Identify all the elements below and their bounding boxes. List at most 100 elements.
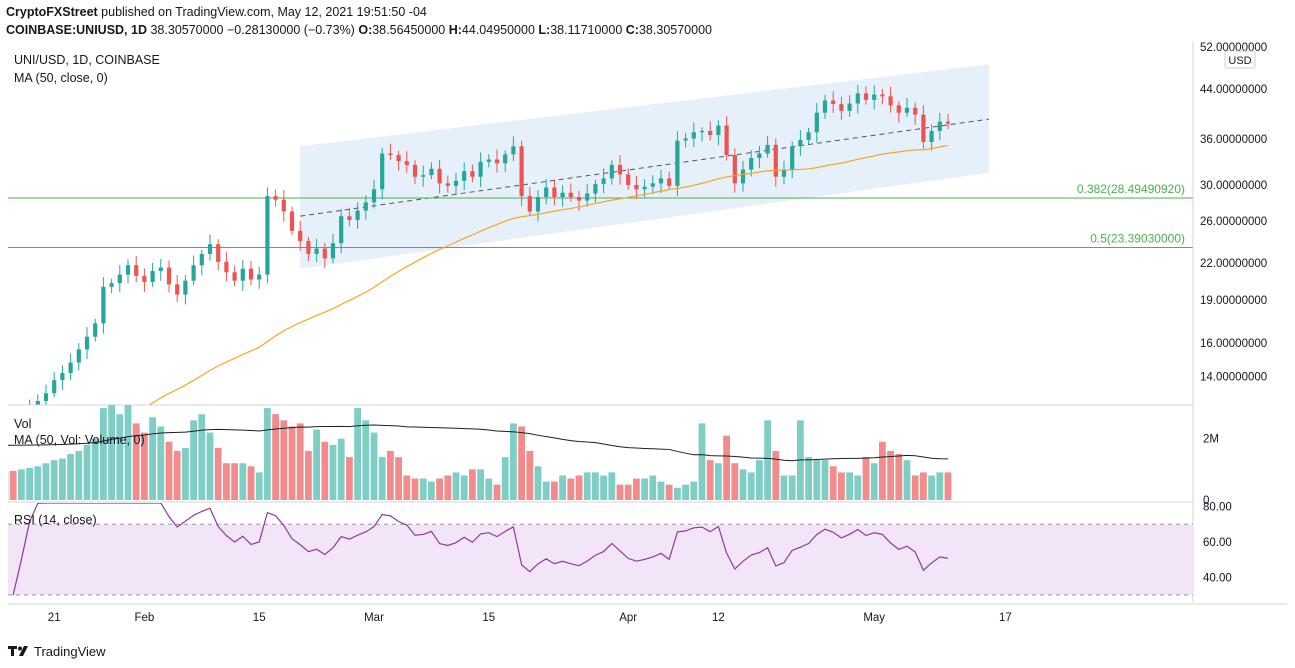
candle-body [634, 185, 639, 190]
candle-body [855, 93, 860, 104]
time-tick-label: 15 [253, 612, 266, 624]
candle-body [929, 130, 934, 142]
volume-bar [173, 450, 181, 500]
volume-bar [346, 457, 353, 500]
candle-body [289, 211, 295, 231]
volume-bar [223, 463, 230, 500]
candle-body [585, 193, 590, 201]
volume-bar [149, 417, 156, 500]
volume-bar [862, 457, 870, 500]
candle [921, 105, 926, 149]
candle [109, 278, 114, 294]
candle [412, 160, 418, 185]
candle [691, 122, 696, 147]
price-tick-label: 22.00000000 [1200, 258, 1267, 270]
candle [101, 277, 106, 334]
candle [84, 327, 90, 359]
volume-bar [928, 475, 935, 500]
candle-body [404, 161, 409, 165]
candle [429, 162, 434, 180]
candle [790, 141, 795, 179]
time-tick-label: 17 [999, 612, 1012, 624]
candle [265, 187, 270, 284]
candle [527, 186, 532, 216]
candle-body [831, 100, 836, 105]
volume-bar [362, 420, 370, 500]
candle [585, 183, 590, 207]
candle-body [183, 280, 188, 295]
volume-bar [493, 484, 501, 500]
candle [363, 195, 368, 220]
candle [814, 103, 819, 143]
candle [593, 179, 598, 203]
candle-body [429, 168, 434, 176]
volume-bar [526, 450, 534, 500]
candle-body [142, 275, 147, 282]
volume-tick-label: 0 [1203, 495, 1209, 507]
candle [494, 149, 500, 173]
volume-bar [469, 469, 476, 500]
publisher-name[interactable]: CryptoFXStreet [6, 5, 98, 19]
candle-body [806, 132, 811, 140]
candle-body [593, 184, 598, 194]
volume-bar [920, 472, 927, 500]
volume-bar [428, 481, 435, 500]
candle-body [437, 168, 442, 184]
candle [535, 190, 541, 222]
candle [781, 160, 787, 185]
volume-bar [534, 466, 542, 500]
candle [486, 154, 491, 168]
candle [388, 143, 393, 160]
candle-body [822, 100, 828, 113]
candle-body [84, 336, 90, 350]
volume-bar [739, 469, 747, 500]
candle-body [216, 244, 221, 262]
candle-body [880, 94, 885, 97]
rsi-label: RSI (14, close) [14, 513, 97, 527]
volume-bar [633, 478, 640, 500]
candle-body [691, 132, 696, 139]
volume-bar [59, 458, 66, 500]
volume-bar [624, 484, 632, 500]
candle-body [232, 272, 237, 281]
candle-body [347, 216, 352, 221]
candle-body [298, 230, 303, 242]
symbol-label: COINBASE:UNIUSD, 1D [6, 23, 147, 37]
volume-bar [165, 441, 173, 500]
candle [134, 256, 139, 283]
candle [306, 236, 311, 262]
volume-bar [411, 478, 419, 500]
open-value: 38.56450000 [372, 23, 446, 37]
candle [544, 178, 549, 205]
volume-bar [813, 460, 821, 500]
candle [773, 138, 778, 187]
candle-body [93, 323, 98, 337]
candle-body [101, 286, 106, 324]
candle-body [749, 158, 754, 170]
volume-bar [403, 475, 411, 500]
candle-body [462, 171, 467, 181]
candle-body [158, 267, 163, 272]
candle [248, 260, 254, 285]
volume-bar [321, 441, 329, 500]
candle [749, 150, 754, 177]
price-tick-label: 30.00000000 [1200, 180, 1267, 192]
candle-body [765, 144, 770, 154]
candle [273, 189, 278, 207]
low-value: 38.11710000 [550, 23, 623, 37]
candle [929, 124, 934, 151]
candle [626, 168, 631, 190]
volume-bar [870, 463, 878, 500]
volume-bar [674, 487, 681, 500]
volume-bar [288, 426, 296, 500]
tradingview-brand[interactable]: TradingView [34, 643, 106, 659]
candle [872, 85, 877, 110]
candle [166, 260, 172, 293]
time-tick-label: 12 [712, 612, 725, 624]
candle [380, 147, 385, 200]
candle [240, 259, 245, 291]
volume-bar [67, 454, 74, 500]
volume-bar [313, 429, 320, 500]
candle [650, 175, 655, 195]
